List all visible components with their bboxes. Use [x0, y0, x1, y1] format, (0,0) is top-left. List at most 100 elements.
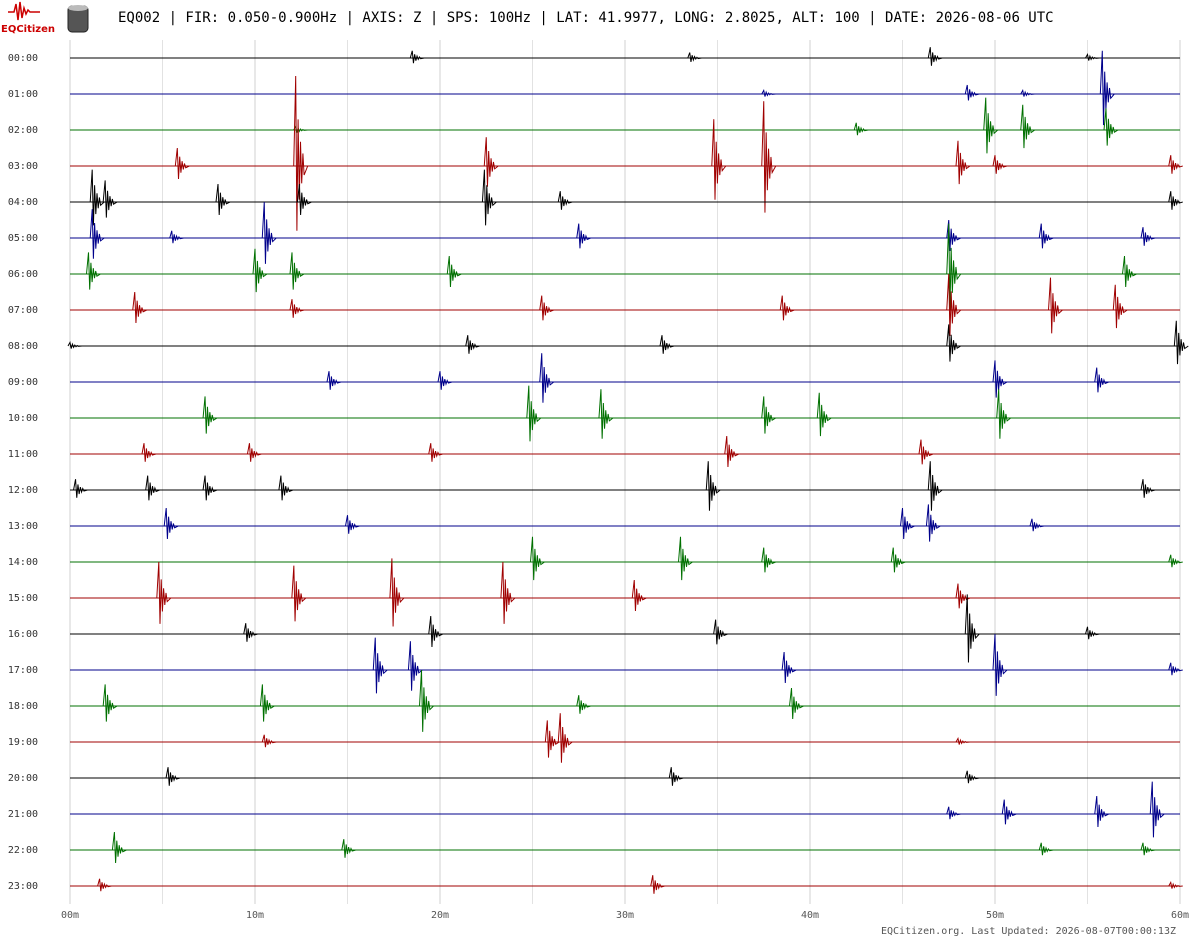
seismic-event [89, 209, 105, 259]
seismic-event [713, 619, 728, 645]
seismic-event [918, 439, 934, 465]
row-label: 18:00 [8, 701, 38, 712]
seismic-event [946, 324, 962, 362]
seismic-event [409, 50, 425, 64]
seismic-event [293, 75, 309, 231]
seismic-event [576, 223, 591, 249]
seismic-event [526, 385, 542, 442]
seismic-event [1140, 842, 1156, 856]
seismic-event [761, 396, 777, 434]
seismic-event [816, 392, 832, 437]
seismic-event [465, 335, 480, 354]
row-label: 04:00 [8, 197, 38, 208]
seismic-event [964, 770, 980, 784]
seismic-event [1020, 88, 1035, 97]
seismic-event [1085, 52, 1100, 61]
seismic-event [1140, 479, 1156, 498]
seismic-event [202, 396, 218, 434]
seismic-event [890, 547, 906, 573]
seismic-event [964, 594, 980, 663]
seismic-event [900, 507, 915, 539]
seismic-event [1085, 626, 1100, 640]
seismic-event [557, 713, 573, 763]
seismic-event [659, 335, 675, 354]
seismic-event [983, 97, 999, 154]
seismic-event [202, 475, 218, 501]
seismic-event [1029, 518, 1045, 532]
seismic-event [789, 687, 804, 719]
seismic-event [1140, 227, 1156, 246]
seismic-event [145, 475, 160, 501]
seismic-event [169, 230, 184, 244]
x-tick-label: 10m [246, 910, 264, 921]
row-label: 06:00 [8, 269, 38, 280]
seismic-event [174, 147, 190, 179]
seismic-event [1122, 255, 1137, 287]
row-label: 19:00 [8, 737, 38, 748]
seismic-event [927, 47, 943, 66]
seismic-event [419, 669, 434, 732]
seismic-event [246, 443, 262, 462]
seismic-event [1094, 367, 1109, 393]
seismic-event [437, 371, 453, 390]
row-label: 07:00 [8, 305, 38, 316]
seismic-event [252, 248, 268, 293]
seismic-event [165, 767, 181, 786]
seismic-event [243, 623, 258, 642]
seismic-event [1168, 880, 1183, 889]
seismic-event [539, 295, 554, 321]
seismic-event [1038, 842, 1054, 856]
row-label: 20:00 [8, 773, 38, 784]
row-label: 03:00 [8, 161, 38, 172]
seismic-event [925, 504, 941, 542]
seismic-event [326, 371, 342, 390]
row-label: 10:00 [8, 413, 38, 424]
seismic-event [711, 119, 727, 200]
seismic-event [215, 183, 231, 215]
seismic-event [955, 736, 971, 745]
seismic-event [1112, 284, 1128, 329]
seismic-event [341, 839, 356, 858]
seismic-event [557, 191, 573, 210]
seismic-event [259, 684, 275, 722]
x-tick-label: 40m [801, 910, 819, 921]
seismic-event [631, 579, 647, 611]
row-label: 08:00 [8, 341, 38, 352]
seismic-event [1168, 191, 1183, 210]
seismic-event [428, 443, 443, 462]
logo-wave [8, 1, 40, 21]
seismic-event [927, 461, 943, 511]
seismic-event [955, 140, 971, 185]
seismic-event [372, 637, 388, 694]
seismic-event [1094, 795, 1109, 827]
seismic-event [1020, 104, 1036, 149]
seismic-event [687, 52, 702, 62]
seismic-event [156, 561, 172, 624]
seismic-event [261, 734, 277, 748]
row-label: 13:00 [8, 521, 38, 532]
logo-text: EQCitizen [1, 24, 55, 35]
x-tick-label: 50m [986, 910, 1004, 921]
seismic-event [389, 558, 405, 627]
seismic-event [289, 252, 305, 290]
seismic-event [1168, 554, 1183, 568]
seismic-event [996, 389, 1012, 439]
seismic-event [86, 252, 101, 290]
seismic-event [1168, 155, 1183, 174]
seismic-event [668, 767, 684, 786]
seismic-event [102, 180, 118, 218]
seismic-event [111, 831, 127, 863]
seismic-event [992, 633, 1008, 696]
x-tick-label: 30m [616, 910, 634, 921]
seismic-event [544, 720, 560, 758]
seismic-event [1038, 223, 1054, 249]
row-label: 02:00 [8, 125, 38, 136]
seismic-event [89, 169, 105, 226]
seismic-event [483, 137, 499, 187]
seismic-event [678, 536, 693, 581]
seismic-event [1001, 799, 1017, 825]
seismic-event [853, 122, 869, 136]
seismic-event [97, 878, 112, 892]
